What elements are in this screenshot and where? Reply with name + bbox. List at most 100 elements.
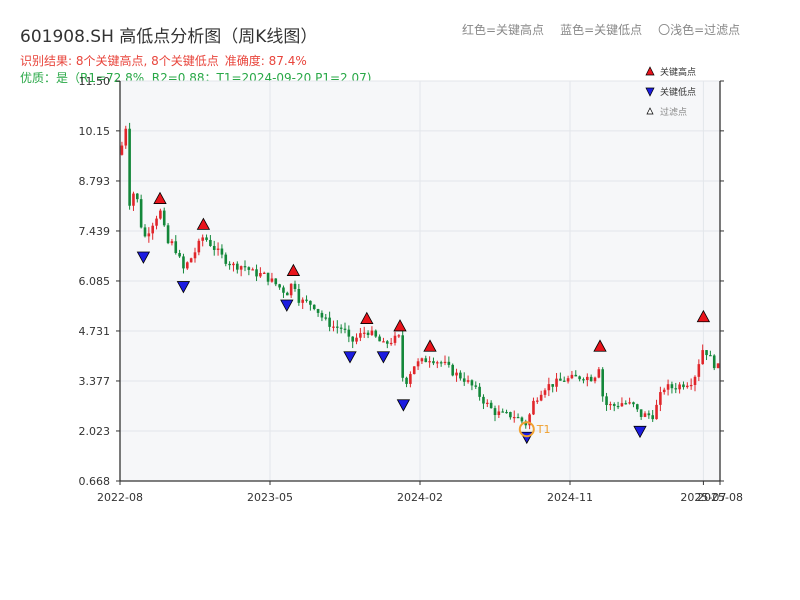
candle-body	[201, 237, 204, 241]
candle-body	[139, 199, 143, 228]
candle-body	[597, 369, 601, 378]
accuracy-text: 准确度: 87.4%	[224, 54, 307, 68]
candle-body	[528, 414, 531, 426]
candle-body	[143, 227, 147, 237]
legend-low-icon	[645, 87, 655, 97]
t1-ring	[518, 421, 535, 438]
candle-body	[516, 417, 520, 419]
candle-body	[405, 377, 408, 384]
candle-body	[243, 266, 247, 268]
legend-filtered-icon	[646, 107, 654, 115]
candle-body	[216, 248, 220, 250]
y-tick-label: 0.668	[79, 475, 111, 488]
candle-body	[343, 328, 347, 330]
key-high-marker	[286, 263, 301, 276]
key-low-marker	[136, 251, 151, 264]
candle-body	[232, 263, 235, 266]
candle-body	[316, 309, 320, 313]
x-tick-label: 2023-05	[247, 491, 293, 504]
candle-body	[378, 336, 381, 342]
candle-body	[455, 372, 458, 376]
candle-body	[309, 300, 312, 305]
candles	[120, 122, 720, 430]
candle-body	[155, 218, 158, 226]
chart-title: 601908.SH 高低点分析图（周K线图）	[20, 27, 318, 47]
candle-body	[355, 337, 358, 342]
y-tick-label: 8.793	[79, 175, 111, 188]
candle-body	[616, 405, 620, 408]
key-high-marker	[423, 339, 437, 352]
candle-body	[509, 412, 512, 418]
candle-body	[212, 245, 216, 250]
candle-body	[262, 272, 266, 274]
key-low-marker	[396, 399, 411, 412]
candle-body	[636, 404, 639, 410]
candle-body	[486, 402, 489, 404]
candle-body	[224, 254, 228, 264]
candle-body	[682, 384, 685, 388]
candle-body	[259, 273, 262, 277]
candle-body	[247, 267, 251, 270]
candle-body	[239, 266, 243, 270]
candle-body	[493, 408, 497, 416]
candle-body	[236, 263, 239, 270]
candle-body	[305, 299, 308, 301]
candle-body	[524, 421, 528, 426]
candle-body	[282, 287, 285, 293]
candle-body	[666, 384, 670, 390]
candle-body	[255, 269, 258, 277]
candle-body	[562, 380, 566, 382]
candle-body	[609, 404, 612, 406]
candle-body	[297, 289, 301, 303]
candle-body	[209, 239, 212, 246]
candle-body	[374, 330, 378, 337]
y-tick-label: 4.731	[79, 325, 111, 338]
candle-body	[701, 350, 704, 365]
key-low-marker	[280, 299, 294, 312]
candle-body	[639, 409, 643, 417]
candle-body	[489, 402, 493, 409]
candle-body	[643, 413, 647, 417]
candle-body	[132, 193, 135, 206]
candle-body	[151, 225, 154, 234]
candle-body	[570, 374, 574, 379]
candle-body	[555, 378, 558, 387]
legend-label: 过滤点	[660, 106, 687, 118]
candle-body	[339, 327, 343, 329]
axes: 0.668 2.023 3.377 4.731 6.085 7.439 8.793 10.15…	[79, 75, 743, 504]
candle-body	[166, 225, 170, 244]
candle-body	[320, 312, 324, 318]
candle-body	[278, 284, 281, 288]
candle-body	[605, 396, 608, 406]
candle-body	[416, 361, 420, 367]
candle-body	[120, 145, 124, 155]
candle-body	[428, 361, 431, 363]
candle-body	[336, 326, 339, 328]
candle-body	[197, 240, 201, 253]
candle-body	[293, 283, 297, 290]
candle-body	[439, 362, 443, 364]
candle-body	[632, 402, 635, 405]
candle-body	[351, 336, 354, 342]
candle-body	[420, 358, 424, 362]
candle-body	[532, 400, 535, 415]
candle-body	[586, 376, 589, 381]
candle-body	[270, 278, 274, 282]
candle-body	[536, 400, 539, 402]
candle-body	[459, 372, 462, 379]
candle-body	[520, 417, 524, 422]
candle-body	[205, 237, 208, 240]
legend-blue-text: 蓝色=关键低点	[560, 23, 643, 37]
key-low-marker	[633, 425, 647, 439]
candle-body	[482, 396, 485, 404]
candle-body	[178, 253, 181, 257]
candle-body	[674, 388, 678, 390]
y-tick-label: 10.15	[79, 125, 111, 138]
x-tick-label: 2025-08	[697, 491, 743, 504]
candle-body	[401, 335, 404, 378]
y-tick-label: 7.439	[79, 225, 111, 238]
candle-body	[589, 376, 593, 382]
candle-body	[397, 335, 401, 337]
candle-body	[670, 384, 674, 389]
candle-body	[189, 258, 193, 263]
